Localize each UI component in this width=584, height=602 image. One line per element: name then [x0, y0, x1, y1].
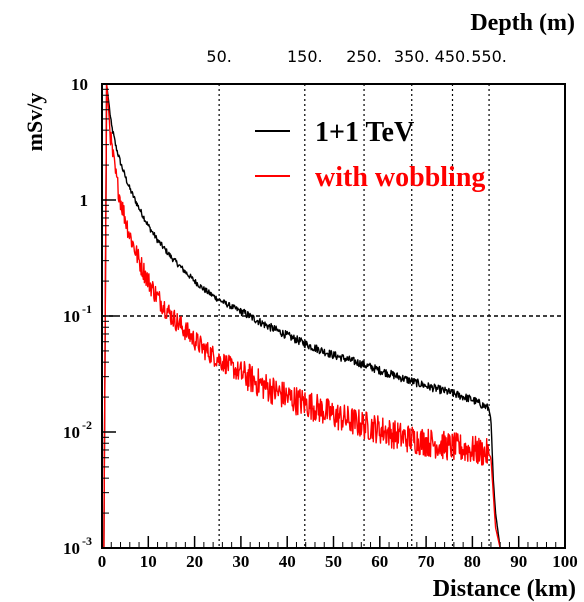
- top-tick-label: 50.: [206, 47, 231, 66]
- y-tick-label: 10: [63, 307, 80, 326]
- series-line-1: [103, 83, 501, 549]
- top-axis-ticks: 50. 150. 250. 350. 450. 550.: [206, 47, 506, 66]
- x-tick-label: 10: [140, 552, 157, 571]
- x-tick-label: 20: [186, 552, 203, 571]
- top-tick-label: 550.: [471, 47, 507, 66]
- x-tick-label: 30: [232, 552, 249, 571]
- top-tick-label: 450.: [435, 47, 471, 66]
- series-group: [103, 83, 501, 549]
- x-axis-label: Distance (km): [433, 576, 576, 602]
- y-tick-exponent: -3: [82, 534, 92, 548]
- x-tick-label: 50: [325, 552, 342, 571]
- x-tick-label: 40: [279, 552, 296, 571]
- legend: 1+1 TeV with wobbling: [255, 117, 485, 193]
- series-line-2: [103, 83, 501, 549]
- top-axis-label: Depth (m): [470, 10, 575, 36]
- legend-label-2: with wobbling: [315, 162, 485, 193]
- top-tick-label: 350.: [394, 47, 430, 66]
- x-tick-label: 80: [464, 552, 481, 571]
- y-tick-exponent: -2: [82, 418, 92, 432]
- y-axis-label: mSv/y: [22, 93, 47, 152]
- x-tick-label: 0: [98, 552, 107, 571]
- y-tick-label: 10: [71, 75, 88, 94]
- y-tick-label: 10: [63, 539, 80, 558]
- top-tick-label: 150.: [287, 47, 323, 66]
- x-tick-label: 60: [371, 552, 388, 571]
- y-tick-label: 1: [80, 191, 89, 210]
- x-tick-label: 90: [510, 552, 527, 571]
- top-tick-label: 250.: [346, 47, 382, 66]
- x-tick-label: 100: [552, 552, 578, 571]
- y-tick-exponent: -1: [82, 302, 92, 316]
- y-tick-label: 10: [63, 423, 80, 442]
- legend-label-1: 1+1 TeV: [315, 117, 414, 148]
- x-tick-label: 70: [418, 552, 435, 571]
